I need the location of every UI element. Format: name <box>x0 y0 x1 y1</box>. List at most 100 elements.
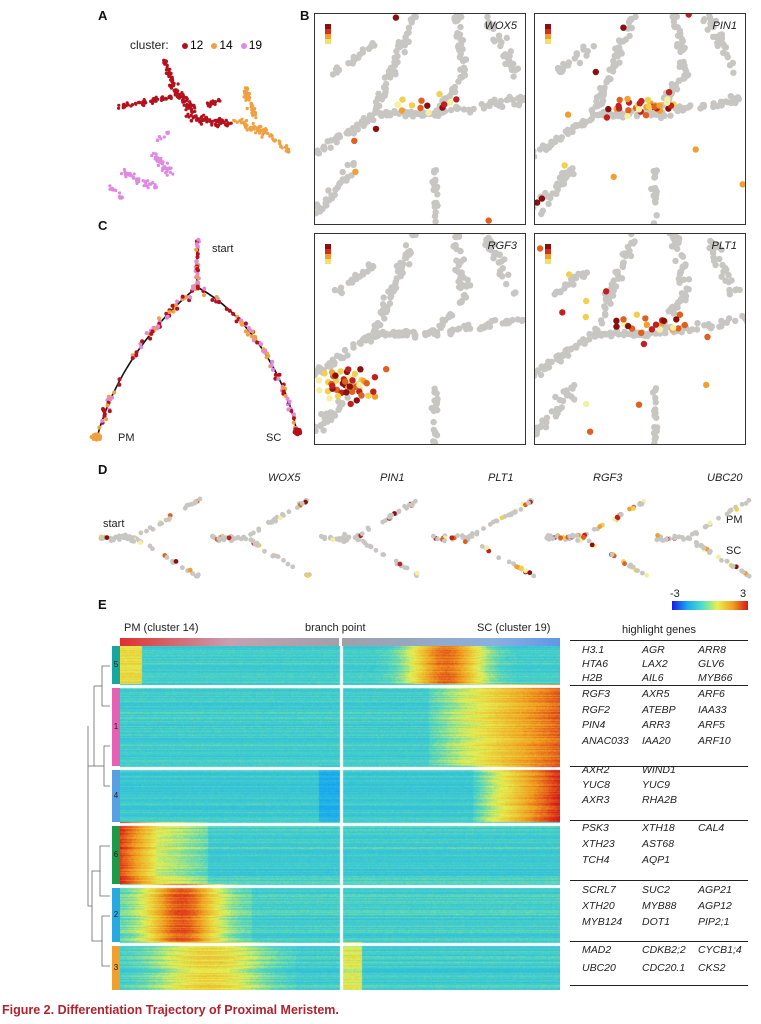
trajectory-cell-point <box>245 332 250 337</box>
umap-expressing-cell-point <box>436 90 443 98</box>
trajectory-cell-point <box>362 540 368 546</box>
umap-cell-point <box>404 249 412 256</box>
cluster-14-point <box>259 124 263 128</box>
umap-cell-point <box>497 42 504 50</box>
umap-cell-point <box>326 360 333 367</box>
umap-cell-point <box>328 195 336 202</box>
trajectory-cell-point <box>366 527 372 532</box>
legend-label: 19 <box>248 38 263 52</box>
trajectory-cell-point <box>487 521 493 527</box>
trajectory-cell-point <box>359 531 365 536</box>
umap-cell-point <box>464 276 471 284</box>
umap-gene-label: PIN1 <box>712 20 737 32</box>
umap-expressing-cell-point <box>561 162 568 169</box>
umap-cell-point <box>367 338 375 345</box>
trajectory-cell-point <box>586 538 592 544</box>
umap-cell-point <box>650 220 658 224</box>
umap-cell-point <box>317 422 324 430</box>
highlight-gene: SUC2 <box>642 884 671 896</box>
highlight-gene: RGF2 <box>582 703 611 716</box>
umap-cell-point <box>602 295 609 303</box>
highlight-gene: ATEBP <box>642 703 676 716</box>
legend-dot-icon <box>211 42 218 49</box>
cluster-id-label: 4 <box>113 791 119 800</box>
umap-cell-point <box>331 359 338 366</box>
umap-wox5-points <box>315 14 525 224</box>
umap-expressing-cell-point <box>586 428 594 435</box>
umap-expressing-cell-point <box>644 96 652 104</box>
umap-cell-point <box>590 43 597 50</box>
sc-cluster-label: SC (cluster 19) <box>477 622 551 634</box>
highlight-gene: YUC9 <box>642 779 671 791</box>
highlight-gene: XTH20 <box>582 900 615 912</box>
trajectory-cell-point <box>494 518 500 524</box>
umap-cell-point <box>672 257 679 265</box>
umap-plt1-points <box>535 234 745 444</box>
umap-expressing-cell-point <box>356 381 363 389</box>
cluster-14-point <box>245 106 249 111</box>
trajectory-cell-point <box>707 548 713 554</box>
umap-cell-point <box>315 369 319 376</box>
cluster-19-point <box>118 196 122 200</box>
cluster-19-point <box>122 167 126 172</box>
umap-expressing-cell-point <box>633 311 640 318</box>
trajectory-cell-point <box>140 339 145 344</box>
umap-cell-point <box>496 36 503 43</box>
trajectory-cell-point <box>558 535 563 541</box>
umap-cell-point <box>535 148 537 154</box>
trajectory-cell-point <box>255 340 260 345</box>
umap-cell-point <box>535 431 538 438</box>
trajectory-cell-point <box>124 534 129 540</box>
umap-expressing-cell-point <box>660 317 668 324</box>
trajectory-cell-point <box>164 555 170 560</box>
trajectory-cell-point <box>195 274 200 279</box>
umap-cell-point <box>614 53 621 60</box>
umap-cell-point <box>682 262 689 269</box>
trajectory-cell-point <box>511 561 516 567</box>
legend-item-cluster-14: 14 <box>211 38 233 52</box>
umap-cell-point <box>478 100 485 108</box>
umap-cell-point <box>552 138 559 145</box>
cluster-12-point <box>222 120 226 124</box>
umap-cell-point <box>412 332 419 339</box>
umap-cell-point <box>564 130 572 138</box>
highlight-gene: RGF3 <box>582 688 611 700</box>
trajectory-cell-point <box>462 539 468 545</box>
trajectory-start-label: start <box>212 243 234 255</box>
umap-cell-point <box>586 330 593 338</box>
umap-cell-point <box>610 277 617 284</box>
cluster-segment-6: 6 <box>112 826 120 884</box>
cluster-12-point <box>213 118 217 122</box>
umap-expressing-cell-point <box>692 146 699 153</box>
umap-cell-point <box>744 320 745 325</box>
trajectory-cell-point <box>195 572 201 578</box>
umap-cell-point <box>614 44 621 52</box>
umap-cell-point <box>693 326 701 333</box>
umap-cell-point <box>360 271 367 278</box>
umap-cell-point <box>344 394 351 401</box>
umap-expressing-cell-point <box>613 323 620 330</box>
cluster-19-point <box>171 172 175 176</box>
trajectory-cell-point <box>280 511 285 517</box>
umap-cell-point <box>734 94 741 102</box>
cluster-19-point <box>135 181 139 186</box>
trajectory-cell-point <box>270 553 276 559</box>
umap-color-key <box>325 244 331 264</box>
cluster-14-point <box>245 123 249 127</box>
panel-d-gene-ubc20: UBC20 <box>707 472 743 484</box>
trajectory-cell-point <box>243 321 248 326</box>
trajectory-cell-point <box>644 572 650 578</box>
trajectory-cell-point <box>117 537 122 542</box>
cluster-14-point <box>257 129 261 133</box>
umap-cell-point <box>341 346 349 354</box>
cluster-12-point <box>193 109 197 114</box>
umap-cell-point <box>583 52 590 59</box>
umap-cell-point <box>496 102 503 109</box>
umap-cell-point <box>632 329 639 337</box>
umap-cell-point <box>408 16 416 23</box>
umap-cell-point <box>723 319 730 326</box>
umap-expressing-cell-point <box>347 400 354 408</box>
umap-cell-point <box>680 276 688 283</box>
umap-expressing-cell-point <box>446 99 454 106</box>
trajectory-cell-point <box>707 520 713 526</box>
